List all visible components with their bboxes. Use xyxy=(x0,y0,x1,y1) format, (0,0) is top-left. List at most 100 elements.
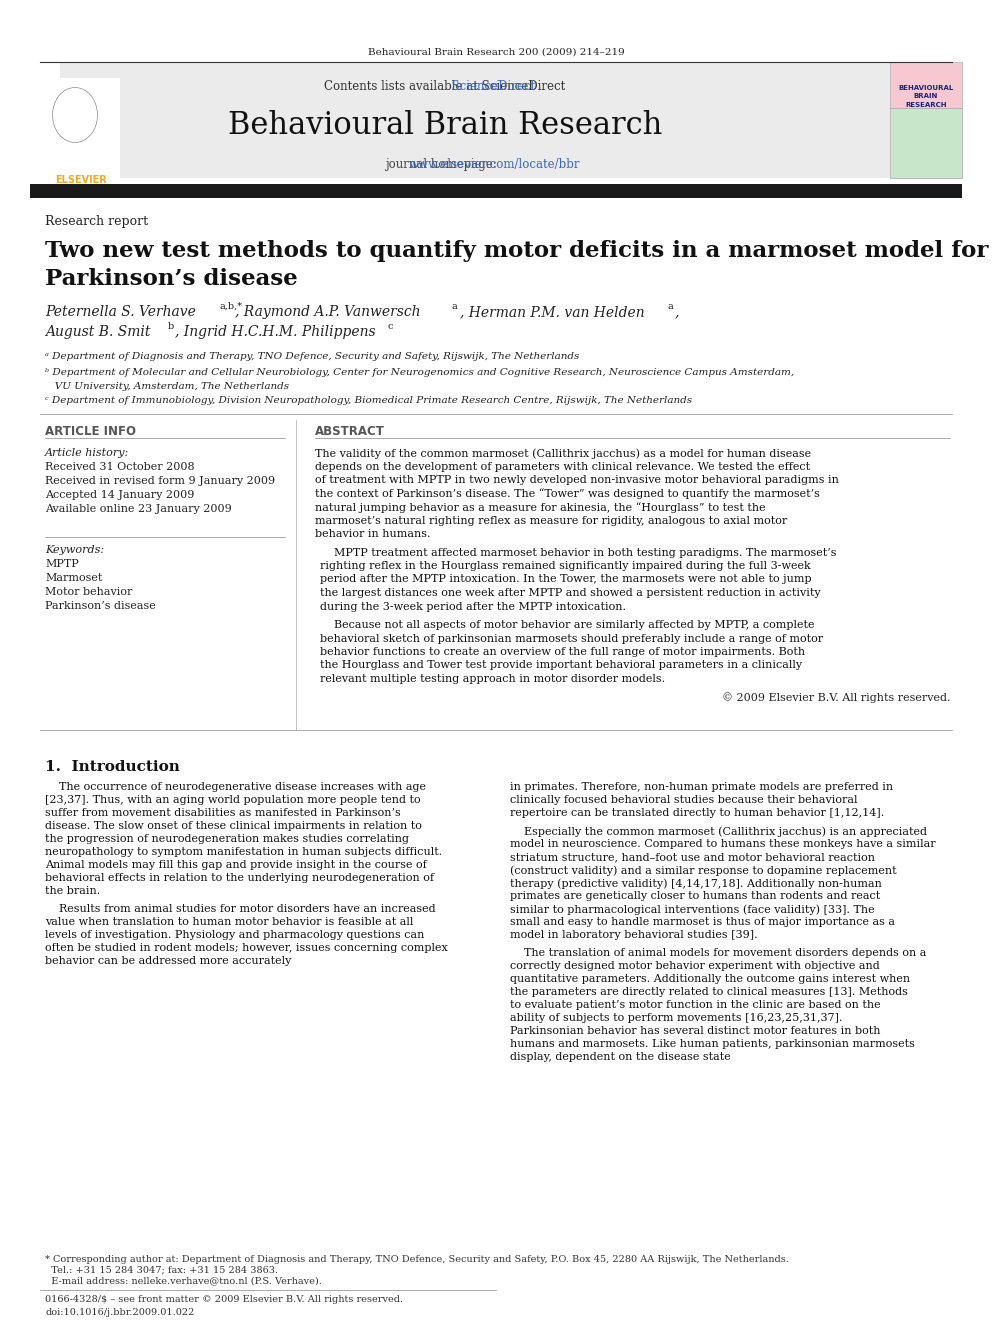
Text: Especially the common marmoset (Callithrix jacchus) is an appreciated: Especially the common marmoset (Callithr… xyxy=(510,826,927,836)
Text: Contents lists available at ScienceDirect: Contents lists available at ScienceDirec… xyxy=(324,79,565,93)
Text: www.elsevier.com/locate/bbr: www.elsevier.com/locate/bbr xyxy=(410,157,580,171)
Text: righting reflex in the Hourglass remained significantly impaired during the full: righting reflex in the Hourglass remaine… xyxy=(320,561,810,572)
Text: levels of investigation. Physiology and pharmacology questions can: levels of investigation. Physiology and … xyxy=(45,930,425,941)
Text: in primates. Therefore, non-human primate models are preferred in: in primates. Therefore, non-human primat… xyxy=(510,782,893,792)
Text: Accepted 14 January 2009: Accepted 14 January 2009 xyxy=(45,490,194,500)
Text: humans and marmosets. Like human patients, parkinsonian marmosets: humans and marmosets. Like human patient… xyxy=(510,1039,915,1049)
Text: August B. Smit: August B. Smit xyxy=(45,325,151,339)
Text: Received in revised form 9 January 2009: Received in revised form 9 January 2009 xyxy=(45,476,275,486)
Text: , Raymond A.P. Vanwersch: , Raymond A.P. Vanwersch xyxy=(235,306,421,319)
Text: The validity of the common marmoset (Callithrix jacchus) as a model for human di: The validity of the common marmoset (Cal… xyxy=(315,448,811,459)
Text: , Ingrid H.C.H.M. Philippens: , Ingrid H.C.H.M. Philippens xyxy=(175,325,376,339)
Text: MPTP: MPTP xyxy=(45,560,78,569)
Text: Marmoset: Marmoset xyxy=(45,573,102,583)
Text: (construct validity) and a similar response to dopamine replacement: (construct validity) and a similar respo… xyxy=(510,865,897,876)
Text: The occurrence of neurodegenerative disease increases with age: The occurrence of neurodegenerative dise… xyxy=(45,782,426,792)
Text: model in neuroscience. Compared to humans these monkeys have a similar: model in neuroscience. Compared to human… xyxy=(510,839,935,849)
Text: Parkinsonian behavior has several distinct motor features in both: Parkinsonian behavior has several distin… xyxy=(510,1027,881,1036)
Text: behavior functions to create an overview of the full range of motor impairments.: behavior functions to create an overview… xyxy=(320,647,806,658)
Text: clinically focused behavioral studies because their behavioral: clinically focused behavioral studies be… xyxy=(510,795,857,804)
Text: disease. The slow onset of these clinical impairments in relation to: disease. The slow onset of these clinica… xyxy=(45,822,422,831)
Text: ScienceDirect: ScienceDirect xyxy=(354,79,536,93)
Text: therapy (predictive validity) [4,14,17,18]. Additionally non-human: therapy (predictive validity) [4,14,17,1… xyxy=(510,878,882,889)
Text: the brain.: the brain. xyxy=(45,886,100,896)
Text: Received 31 October 2008: Received 31 October 2008 xyxy=(45,462,194,472)
Text: , Herman P.M. van Helden: , Herman P.M. van Helden xyxy=(460,306,645,319)
Text: doi:10.1016/j.bbr.2009.01.022: doi:10.1016/j.bbr.2009.01.022 xyxy=(45,1308,194,1316)
Text: The translation of animal models for movement disorders depends on a: The translation of animal models for mov… xyxy=(510,949,927,958)
Text: journal homepage:: journal homepage: xyxy=(385,157,505,171)
Text: behavior can be addressed more accurately: behavior can be addressed more accuratel… xyxy=(45,957,292,966)
Text: Because not all aspects of motor behavior are similarly affected by MPTP, a comp: Because not all aspects of motor behavio… xyxy=(320,620,814,630)
Text: MPTP treatment affected marmoset behavior in both testing paradigms. The marmose: MPTP treatment affected marmoset behavio… xyxy=(320,548,836,557)
Text: repertoire can be translated directly to human behavior [1,12,14].: repertoire can be translated directly to… xyxy=(510,808,884,818)
Text: ,: , xyxy=(675,306,680,319)
Text: similar to pharmacological interventions (face validity) [33]. The: similar to pharmacological interventions… xyxy=(510,904,875,914)
Text: primates are genetically closer to humans than rodents and react: primates are genetically closer to human… xyxy=(510,890,880,901)
Text: Research report: Research report xyxy=(45,216,148,228)
Text: the context of Parkinson’s disease. The “Tower” was designed to quantify the mar: the context of Parkinson’s disease. The … xyxy=(315,488,819,499)
Bar xyxy=(60,62,890,179)
Text: striatum structure, hand–foot use and motor behavioral reaction: striatum structure, hand–foot use and mo… xyxy=(510,852,875,863)
Text: 0166-4328/$ – see front matter © 2009 Elsevier B.V. All rights reserved.: 0166-4328/$ – see front matter © 2009 El… xyxy=(45,1295,403,1304)
Text: correctly designed motor behavior experiment with objective and: correctly designed motor behavior experi… xyxy=(510,960,880,971)
Text: ABSTRACT: ABSTRACT xyxy=(315,425,385,438)
Text: the parameters are directly related to clinical measures [13]. Methods: the parameters are directly related to c… xyxy=(510,987,908,998)
Text: suffer from movement disabilities as manifested in Parkinson’s: suffer from movement disabilities as man… xyxy=(45,808,401,818)
Text: model in laboratory behavioral studies [39].: model in laboratory behavioral studies [… xyxy=(510,930,758,941)
Text: c: c xyxy=(388,321,394,331)
Text: depends on the development of parameters with clinical relevance. We tested the : depends on the development of parameters… xyxy=(315,462,810,471)
Text: Behavioural Brain Research 200 (2009) 214–219: Behavioural Brain Research 200 (2009) 21… xyxy=(368,48,624,57)
Bar xyxy=(890,108,962,179)
Text: a: a xyxy=(452,302,457,311)
Text: ᶜ Department of Immunobiology, Division Neuropathology, Biomedical Primate Resea: ᶜ Department of Immunobiology, Division … xyxy=(45,396,692,405)
Text: © 2009 Elsevier B.V. All rights reserved.: © 2009 Elsevier B.V. All rights reserved… xyxy=(721,692,950,704)
Text: 1.  Introduction: 1. Introduction xyxy=(45,759,180,774)
Text: display, dependent on the disease state: display, dependent on the disease state xyxy=(510,1052,731,1062)
Text: during the 3-week period after the MPTP intoxication.: during the 3-week period after the MPTP … xyxy=(320,602,626,611)
Bar xyxy=(30,184,962,198)
Text: small and easy to handle marmoset is thus of major importance as a: small and easy to handle marmoset is thu… xyxy=(510,917,895,927)
Text: the Hourglass and Tower test provide important behavioral parameters in a clinic: the Hourglass and Tower test provide imp… xyxy=(320,660,803,671)
Text: value when translation to human motor behavior is feasible at all: value when translation to human motor be… xyxy=(45,917,414,927)
Text: period after the MPTP intoxication. In the Tower, the marmosets were not able to: period after the MPTP intoxication. In t… xyxy=(320,574,811,585)
Text: Animal models may fill this gap and provide insight in the course of: Animal models may fill this gap and prov… xyxy=(45,860,427,871)
Text: ELSEVIER: ELSEVIER xyxy=(55,175,107,185)
Text: behavioral effects in relation to the underlying neurodegeneration of: behavioral effects in relation to the un… xyxy=(45,873,434,882)
Text: to evaluate patient’s motor function in the clinic are based on the: to evaluate patient’s motor function in … xyxy=(510,1000,881,1009)
Text: ᵇ Department of Molecular and Cellular Neurobiology, Center for Neurogenomics an: ᵇ Department of Molecular and Cellular N… xyxy=(45,368,795,377)
Text: Article history:: Article history: xyxy=(45,448,129,458)
Text: Peternella S. Verhave: Peternella S. Verhave xyxy=(45,306,195,319)
Text: a,b,*: a,b,* xyxy=(220,302,243,311)
Text: behavior in humans.: behavior in humans. xyxy=(315,529,431,538)
Text: Results from animal studies for motor disorders have an increased: Results from animal studies for motor di… xyxy=(45,904,435,914)
Text: Two new test methods to quantify motor deficits in a marmoset model for: Two new test methods to quantify motor d… xyxy=(45,239,988,262)
Bar xyxy=(890,62,962,108)
Text: of treatment with MPTP in two newly developed non-invasive motor behavioral para: of treatment with MPTP in two newly deve… xyxy=(315,475,839,486)
Text: a: a xyxy=(667,302,673,311)
Text: Parkinson’s disease: Parkinson’s disease xyxy=(45,269,298,290)
Text: * Corresponding author at: Department of Diagnosis and Therapy, TNO Defence, Sec: * Corresponding author at: Department of… xyxy=(45,1256,789,1285)
Text: BEHAVIOURAL
BRAIN
RESEARCH: BEHAVIOURAL BRAIN RESEARCH xyxy=(899,85,953,108)
Text: marmoset’s natural righting reflex as measure for rigidity, analogous to axial m: marmoset’s natural righting reflex as me… xyxy=(315,516,788,525)
Text: b: b xyxy=(168,321,175,331)
Bar xyxy=(30,78,120,179)
Text: VU University, Amsterdam, The Netherlands: VU University, Amsterdam, The Netherland… xyxy=(45,382,289,392)
Text: ability of subjects to perform movements [16,23,25,31,37].: ability of subjects to perform movements… xyxy=(510,1013,842,1023)
Text: Motor behavior: Motor behavior xyxy=(45,587,132,597)
Text: Parkinson’s disease: Parkinson’s disease xyxy=(45,601,156,611)
Text: ᵃ Department of Diagnosis and Therapy, TNO Defence, Security and Safety, Rijswij: ᵃ Department of Diagnosis and Therapy, T… xyxy=(45,352,579,361)
Text: the largest distances one week after MPTP and showed a persistent reduction in a: the largest distances one week after MPT… xyxy=(320,587,820,598)
Text: natural jumping behavior as a measure for akinesia, the “Hourglass” to test the: natural jumping behavior as a measure fo… xyxy=(315,501,766,513)
Text: the progression of neurodegeneration makes studies correlating: the progression of neurodegeneration mak… xyxy=(45,833,409,844)
Text: Behavioural Brain Research: Behavioural Brain Research xyxy=(228,110,663,142)
Text: neuropathology to symptom manifestation in human subjects difficult.: neuropathology to symptom manifestation … xyxy=(45,847,442,857)
Text: quantitative parameters. Additionally the outcome gains interest when: quantitative parameters. Additionally th… xyxy=(510,974,910,984)
Text: [23,37]. Thus, with an aging world population more people tend to: [23,37]. Thus, with an aging world popul… xyxy=(45,795,421,804)
Text: ARTICLE INFO: ARTICLE INFO xyxy=(45,425,136,438)
Text: relevant multiple testing approach in motor disorder models.: relevant multiple testing approach in mo… xyxy=(320,673,665,684)
Text: often be studied in rodent models; however, issues concerning complex: often be studied in rodent models; howev… xyxy=(45,943,447,953)
Text: Available online 23 January 2009: Available online 23 January 2009 xyxy=(45,504,232,515)
Text: Keywords:: Keywords: xyxy=(45,545,104,556)
Text: behavioral sketch of parkinsonian marmosets should preferably include a range of: behavioral sketch of parkinsonian marmos… xyxy=(320,634,823,643)
